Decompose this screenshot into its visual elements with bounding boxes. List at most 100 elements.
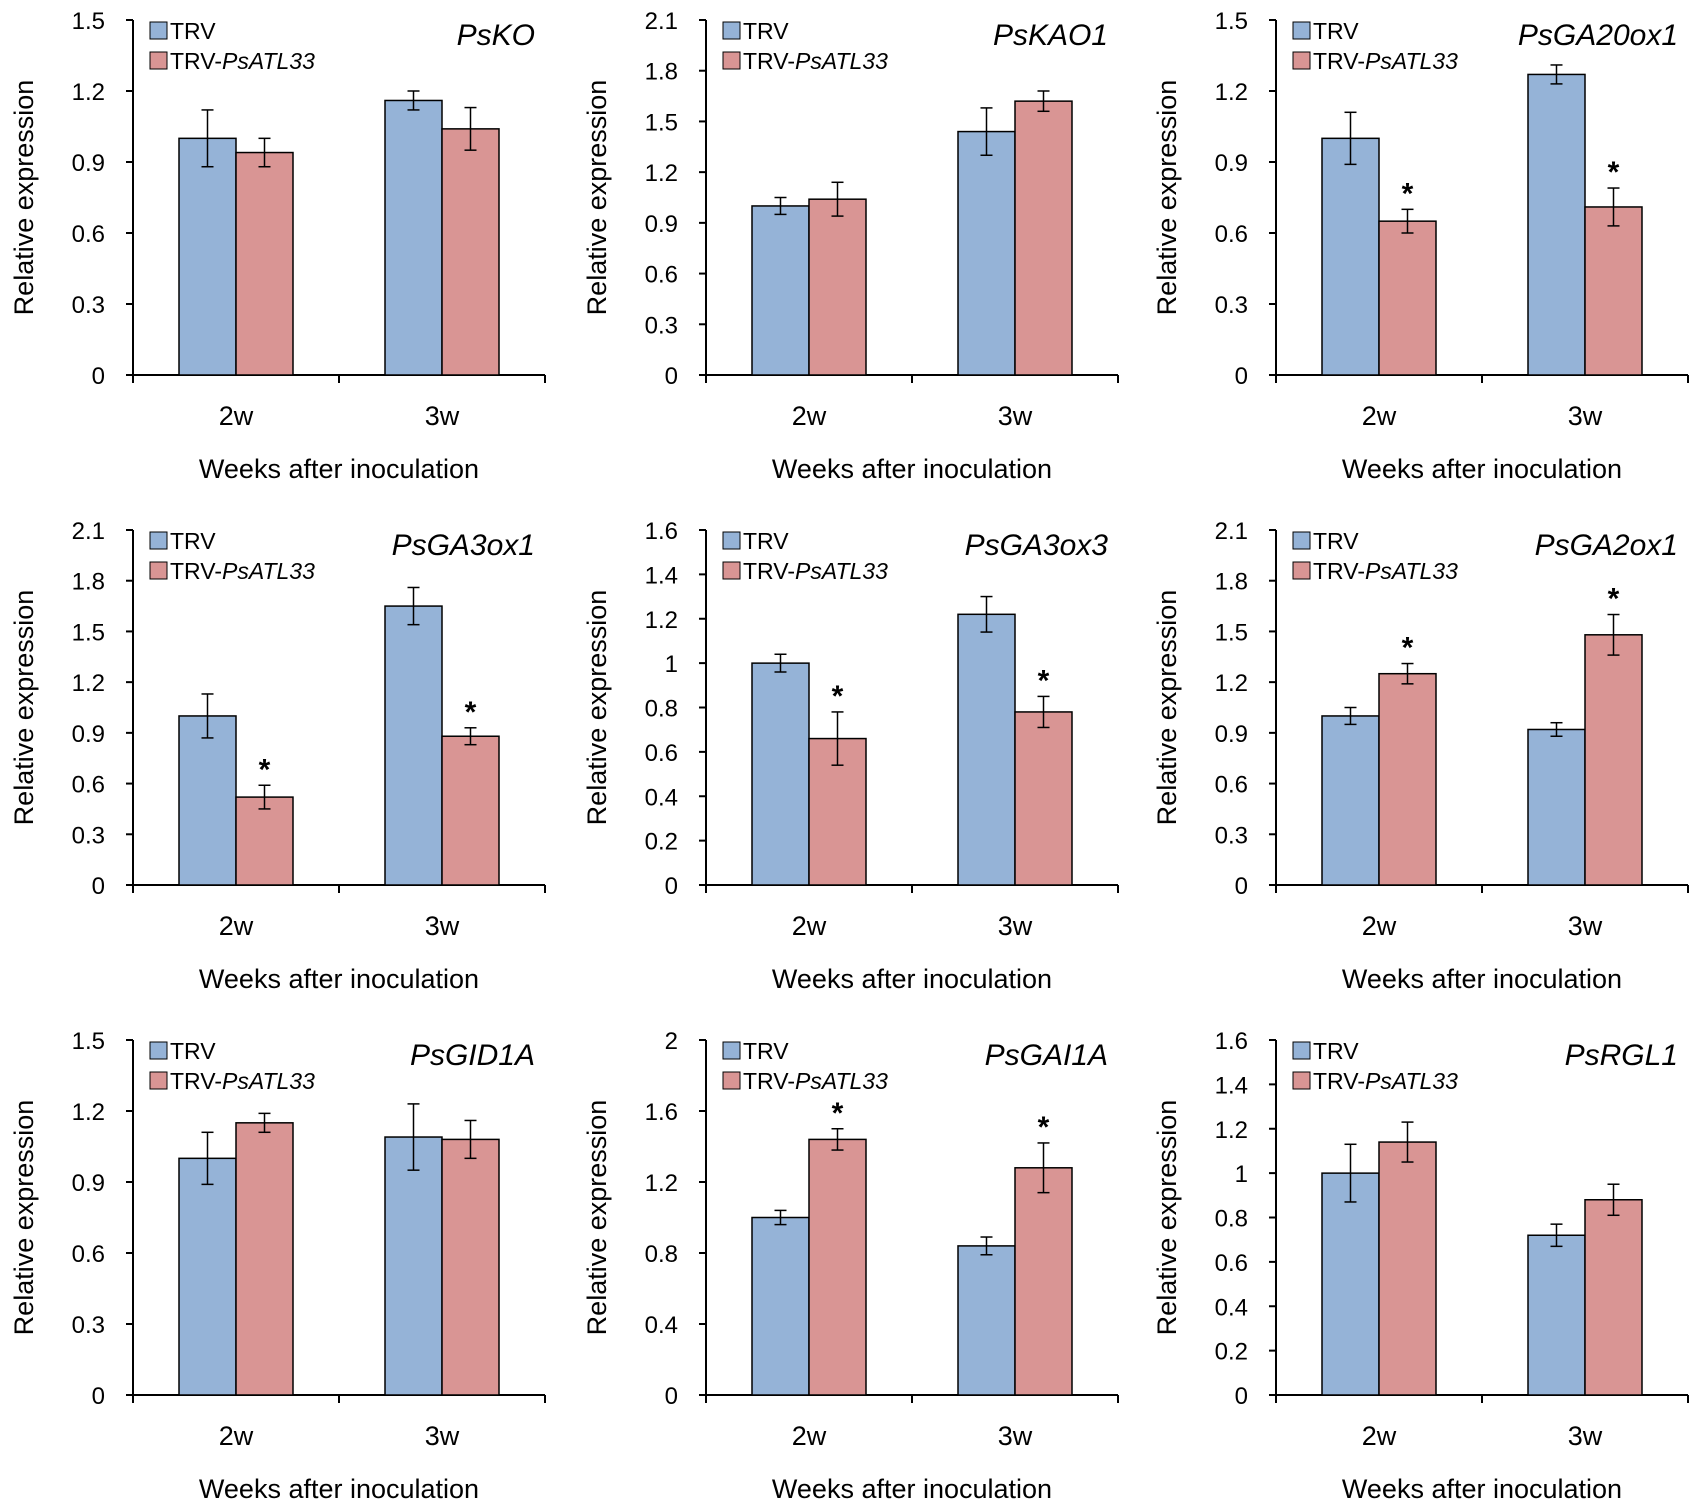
legend-label: TRV-PsATL33	[1313, 48, 1458, 74]
y-tick-label: 0.3	[72, 292, 105, 319]
significance-star: *	[259, 753, 271, 786]
legend-label: TRV	[170, 528, 216, 554]
legend-swatch	[1292, 21, 1311, 40]
x-category-label: 3w	[998, 911, 1033, 941]
y-tick-label: 1.4	[1215, 1072, 1248, 1099]
significance-star: *	[1038, 664, 1050, 697]
x-category-label: 3w	[1568, 911, 1603, 941]
bar	[1014, 100, 1073, 376]
y-tick-label: 0	[665, 1383, 678, 1410]
bar	[808, 198, 867, 376]
bar	[384, 1136, 443, 1396]
legend-label: TRV-PsATL33	[1313, 558, 1458, 584]
legend-label: TRV	[743, 1038, 789, 1064]
legend-swatch	[722, 531, 741, 550]
y-tick-label: 0.8	[1215, 1206, 1248, 1233]
y-tick-label: 0	[92, 363, 105, 390]
legend-label: TRV-PsATL33	[743, 48, 888, 74]
y-tick-label: 1.2	[1215, 79, 1248, 106]
x-category-label: 3w	[425, 401, 460, 431]
bar	[1378, 1141, 1437, 1396]
y-tick-label: 1.2	[1215, 1117, 1248, 1144]
legend-swatch	[1292, 1071, 1311, 1090]
y-axis-title: Relative expression	[9, 1100, 39, 1336]
y-tick-label: 1.2	[72, 79, 105, 106]
y-tick-label: 0	[665, 873, 678, 900]
bar	[1321, 137, 1380, 376]
significance-star: *	[1038, 1111, 1050, 1144]
y-tick-label: 1.5	[1215, 619, 1248, 646]
significance-star: *	[1608, 583, 1620, 616]
bar	[957, 613, 1016, 886]
y-axis-title: Relative expression	[582, 80, 612, 316]
y-tick-label: 0	[1235, 1383, 1248, 1410]
chart-panel: 0 0.4 0.8 1.2 1.6 2 * 2w * 3w Weeks after inoculat…	[582, 1028, 1119, 1504]
y-tick-label: 1.5	[1215, 8, 1248, 35]
bar	[384, 99, 443, 376]
legend-swatch	[1292, 51, 1311, 70]
legend-swatch	[1292, 531, 1311, 550]
bar	[178, 715, 237, 886]
legend-swatch	[722, 51, 741, 70]
legend-swatch	[149, 1041, 168, 1060]
bar	[1584, 1199, 1643, 1396]
legend-swatch	[149, 51, 168, 70]
bar	[1584, 634, 1643, 886]
legend-swatch	[149, 531, 168, 550]
x-category-label: 3w	[998, 1421, 1033, 1451]
y-tick-label: 1.4	[645, 562, 678, 589]
y-tick-label: 2	[665, 1028, 678, 1055]
chart-panel: 0 0.3 0.6 0.9 1.2 1.5 1.8 2.1 * 2w * 3w Weeks after …	[9, 518, 546, 994]
y-axis-title: Relative expression	[1152, 1100, 1182, 1336]
legend-label: TRV	[170, 1038, 216, 1064]
legend-swatch	[149, 21, 168, 40]
y-tick-label: 0	[1235, 363, 1248, 390]
y-tick-label: 0.8	[645, 696, 678, 723]
legend-swatch	[1292, 1041, 1311, 1060]
y-tick-label: 0	[92, 1383, 105, 1410]
y-axis-title: Relative expression	[9, 590, 39, 826]
x-category-label: 3w	[425, 1421, 460, 1451]
y-tick-label: 1.8	[645, 59, 678, 86]
x-axis-title: Weeks after inoculation	[1342, 1474, 1622, 1504]
y-tick-label: 0.9	[1215, 150, 1248, 177]
bar	[1378, 220, 1437, 376]
y-axis-title: Relative expression	[582, 590, 612, 826]
legend-label: TRV-PsATL33	[743, 1068, 888, 1094]
x-category-label: 2w	[1362, 911, 1397, 941]
x-category-label: 2w	[219, 911, 254, 941]
y-tick-label: 2.1	[645, 8, 678, 35]
legend-label: TRV-PsATL33	[170, 1068, 315, 1094]
legend-label: TRV	[1313, 1038, 1359, 1064]
legend-swatch	[722, 21, 741, 40]
y-tick-label: 1.2	[645, 1170, 678, 1197]
y-tick-label: 0.9	[72, 150, 105, 177]
y-tick-label: 0.6	[1215, 772, 1248, 799]
y-tick-label: 1	[1235, 1161, 1248, 1188]
bar	[1378, 672, 1437, 886]
y-tick-label: 1.5	[72, 619, 105, 646]
chart-title: PsRGL1	[1565, 1039, 1678, 1072]
y-tick-label: 0.6	[1215, 1250, 1248, 1277]
y-tick-label: 1.2	[72, 1099, 105, 1126]
chart-title: PsGID1A	[410, 1039, 535, 1072]
significance-star: *	[832, 1097, 844, 1130]
chart-title: PsGAI1A	[985, 1039, 1108, 1072]
bar	[178, 1157, 237, 1396]
y-tick-label: 1.8	[1215, 569, 1248, 596]
y-tick-label: 0.3	[1215, 822, 1248, 849]
y-tick-label: 0.9	[645, 211, 678, 238]
bar	[957, 1245, 1016, 1396]
significance-star: *	[1608, 156, 1620, 189]
x-axis-title: Weeks after inoculation	[199, 454, 479, 484]
bar	[808, 1138, 867, 1396]
y-tick-label: 1.2	[1215, 670, 1248, 697]
x-category-label: 2w	[792, 401, 827, 431]
bar	[441, 128, 500, 376]
y-tick-label: 0.9	[1215, 721, 1248, 748]
y-tick-label: 1.2	[72, 670, 105, 697]
y-tick-label: 0.3	[645, 312, 678, 339]
chart-panel: 0 0.2 0.4 0.6 0.8 1 1.2 1.4 1.6 2w 3w Weeks after i…	[1152, 1028, 1689, 1504]
y-tick-label: 0.3	[72, 822, 105, 849]
